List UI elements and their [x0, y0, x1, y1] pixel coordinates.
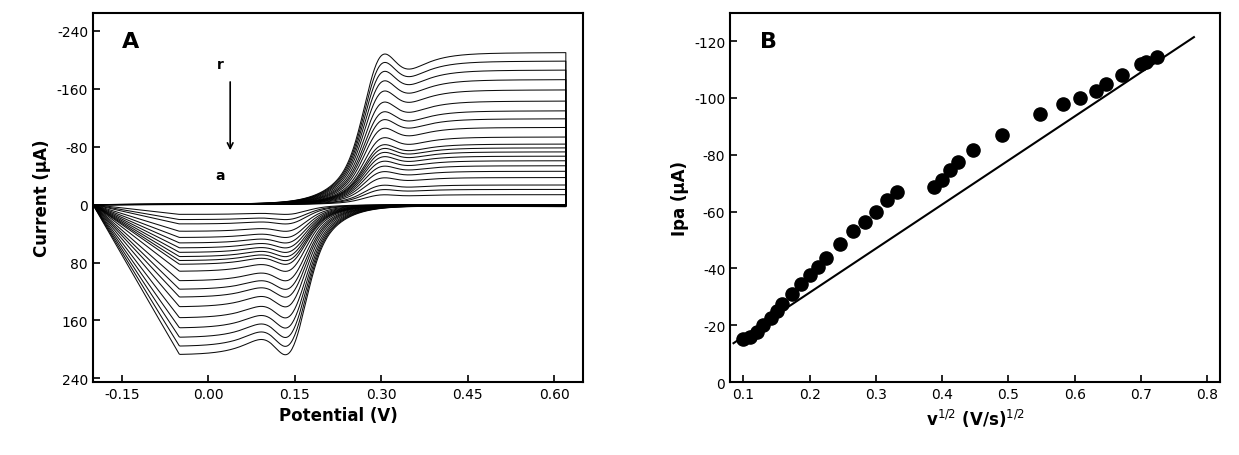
- Point: [1031, 111, 1051, 118]
- Point: [761, 315, 781, 322]
- Point: [887, 189, 907, 196]
- Point: [808, 264, 828, 271]
- Point: [843, 228, 862, 236]
- Point: [1097, 81, 1116, 88]
- Point: [792, 281, 812, 288]
- X-axis label: Potential (V): Potential (V): [279, 407, 398, 425]
- Point: [1136, 60, 1156, 67]
- Text: A: A: [123, 32, 140, 52]
- Point: [1147, 54, 1167, 61]
- Point: [964, 147, 984, 155]
- Point: [1111, 72, 1131, 80]
- Point: [753, 322, 773, 329]
- Point: [1085, 88, 1105, 95]
- X-axis label: v$^{1/2}$ (V/s)$^{1/2}$: v$^{1/2}$ (V/s)$^{1/2}$: [926, 407, 1025, 429]
- Point: [747, 329, 767, 336]
- Point: [940, 167, 960, 175]
- Point: [767, 308, 787, 315]
- Point: [877, 197, 897, 204]
- Y-axis label: Current (μA): Current (μA): [33, 139, 51, 257]
- Point: [855, 218, 875, 226]
- Point: [1131, 61, 1151, 68]
- Point: [992, 132, 1012, 139]
- Point: [772, 301, 792, 308]
- Point: [740, 333, 760, 340]
- Point: [923, 184, 943, 192]
- Text: B: B: [760, 32, 777, 52]
- Text: r: r: [217, 58, 224, 72]
- Text: a: a: [216, 169, 225, 183]
- Point: [948, 159, 968, 166]
- Point: [800, 272, 820, 279]
- Point: [866, 208, 886, 216]
- Point: [815, 255, 835, 263]
- Y-axis label: Ipa (μA): Ipa (μA): [670, 161, 689, 235]
- Point: [733, 336, 753, 344]
- Point: [1070, 95, 1090, 102]
- Point: [1053, 101, 1073, 108]
- Point: [782, 291, 802, 298]
- Point: [932, 177, 952, 185]
- Point: [830, 241, 850, 248]
